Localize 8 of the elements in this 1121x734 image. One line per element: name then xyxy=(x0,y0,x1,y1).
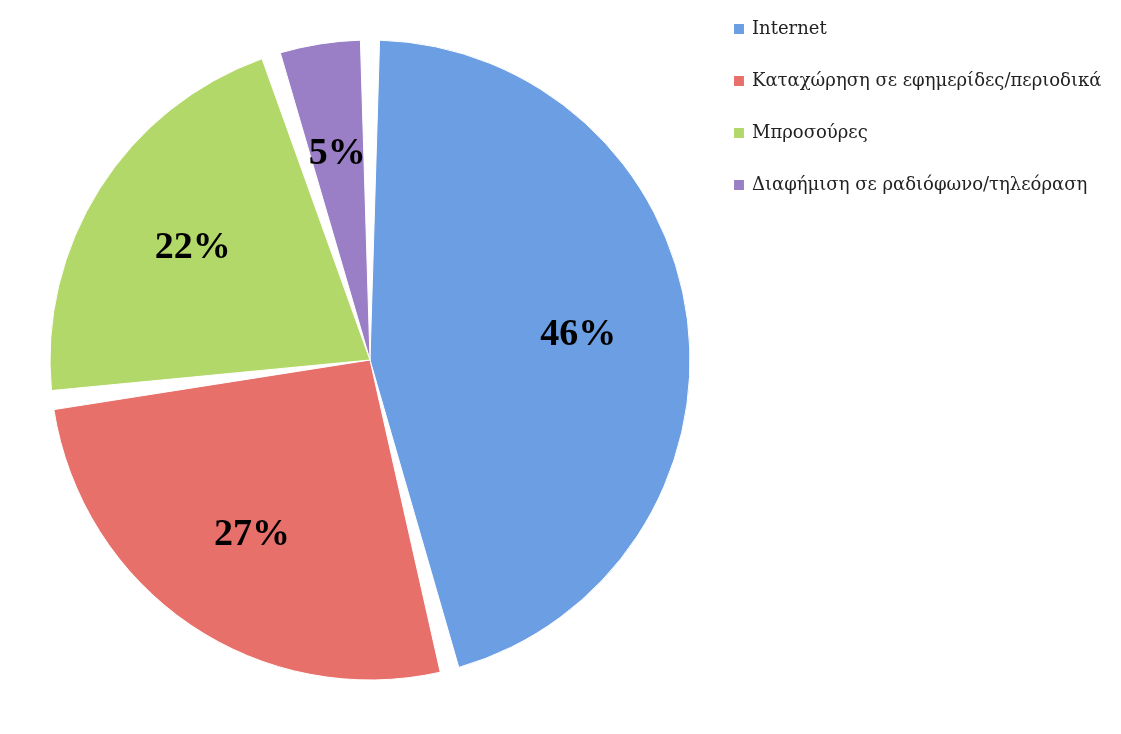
legend-label: Internet xyxy=(752,17,828,38)
data-label: 46% xyxy=(540,310,617,353)
legend-label: Μπροσούρες xyxy=(752,121,868,142)
legend-label: Διαφήμιση σε ραδιόφωνο/τηλεόραση xyxy=(752,173,1088,194)
legend-label: Καταχώρηση σε εφημερίδες/περιοδικά xyxy=(752,69,1102,90)
data-label: 22% xyxy=(154,224,231,267)
data-label: 27% xyxy=(213,510,290,553)
data-label: 5% xyxy=(308,129,366,172)
